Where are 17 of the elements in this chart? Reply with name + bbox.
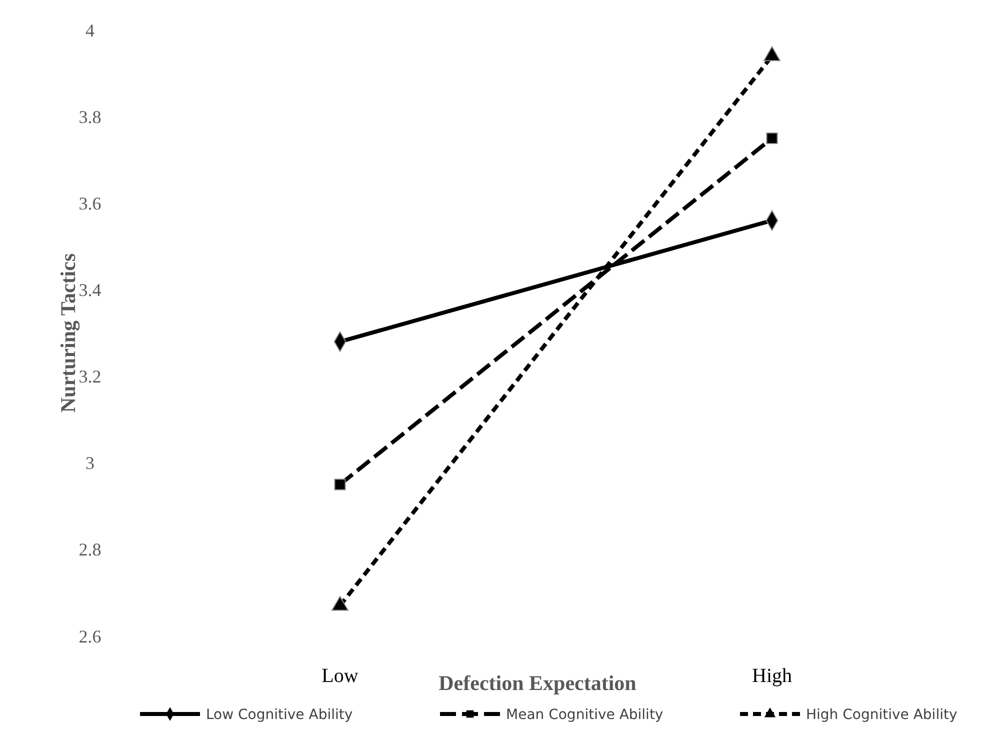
x-tick-label: High bbox=[752, 665, 792, 687]
y-tick-label: 3.2 bbox=[78, 366, 102, 387]
point bbox=[334, 478, 346, 490]
x-axis-title: Defection Expectation bbox=[438, 671, 637, 695]
legend-label: Low Cognitive Ability bbox=[206, 706, 353, 723]
legend-label: High Cognitive Ability bbox=[806, 706, 958, 723]
y-tick-label: 2.8 bbox=[78, 540, 102, 560]
y-tick-label: 3 bbox=[86, 453, 94, 474]
y-tick-label: 4 bbox=[86, 20, 94, 40]
y-tick-label: 3.8 bbox=[78, 106, 102, 127]
y-tick-label: 3.6 bbox=[78, 193, 102, 214]
y-axis-title: Nurturing Tactics bbox=[56, 253, 80, 413]
y-tick-label: 3.4 bbox=[78, 280, 102, 300]
point bbox=[766, 132, 778, 144]
y-tick-label: 2.6 bbox=[78, 626, 102, 646]
legend-label: Mean Cognitive Ability bbox=[506, 706, 664, 723]
x-tick-label: Low bbox=[322, 665, 359, 687]
